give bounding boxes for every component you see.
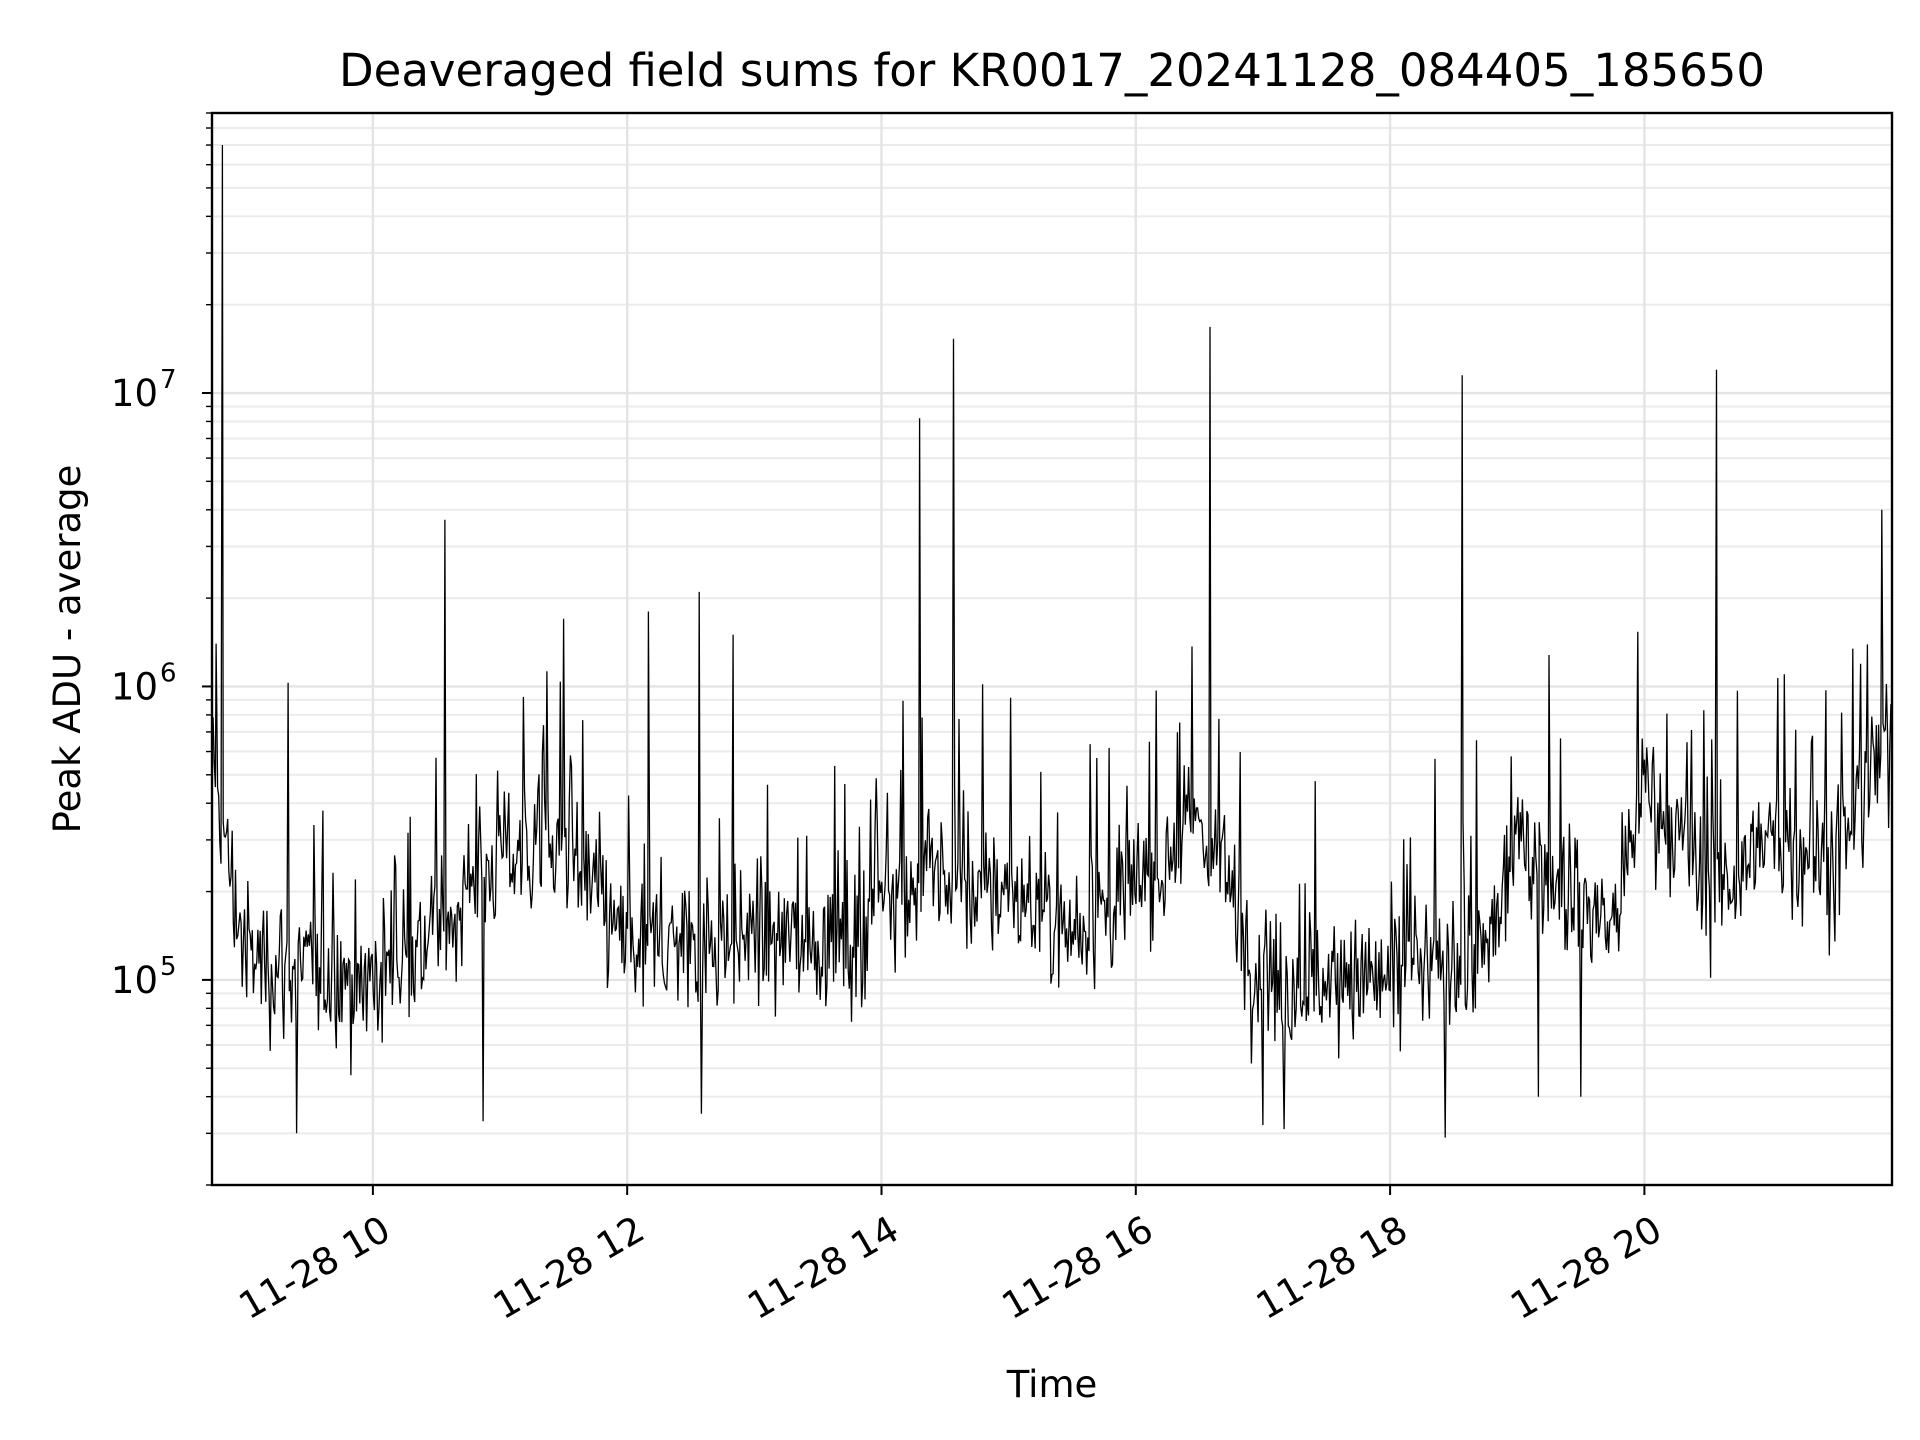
y-tick-label-exponent: 6 xyxy=(160,658,177,688)
y-tick-label-exponent: 5 xyxy=(160,952,177,982)
x-axis-label: Time xyxy=(1006,1363,1098,1406)
y-tick-label-exponent: 7 xyxy=(160,365,177,395)
data-layer xyxy=(211,144,1893,1138)
plot-frame xyxy=(210,111,1894,1187)
y-axis-label: Peak ADU - average xyxy=(46,465,89,834)
y-tick-label: 10 xyxy=(111,372,158,415)
series-line xyxy=(211,144,1893,1138)
y-tick-label: 10 xyxy=(111,665,158,708)
y-tick-label: 10 xyxy=(111,959,158,1002)
chart-title: Deaveraged field sums for KR0017_2024112… xyxy=(339,44,1765,97)
